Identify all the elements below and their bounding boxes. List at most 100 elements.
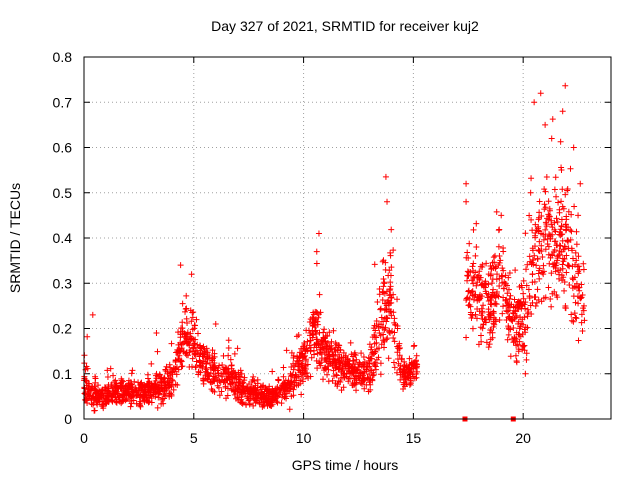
data-point xyxy=(537,90,544,97)
data-point xyxy=(540,295,547,302)
data-point xyxy=(377,306,384,313)
data-point xyxy=(210,375,217,382)
data-point xyxy=(184,329,191,336)
data-point xyxy=(235,369,242,376)
y-tick-label: 0 xyxy=(64,411,72,427)
data-point xyxy=(396,340,403,347)
data-point xyxy=(287,380,294,387)
data-point xyxy=(89,383,96,390)
data-point xyxy=(290,386,297,393)
data-point xyxy=(544,215,551,222)
data-point xyxy=(377,305,384,312)
data-point xyxy=(286,388,293,395)
data-point xyxy=(486,341,493,348)
data-point xyxy=(190,348,197,355)
data-point xyxy=(228,362,235,369)
data-point xyxy=(370,371,377,378)
data-point xyxy=(231,350,238,357)
data-point xyxy=(473,220,480,227)
data-point xyxy=(346,368,353,375)
data-point xyxy=(152,393,159,400)
data-point xyxy=(528,175,535,182)
data-point xyxy=(349,357,356,364)
data-point xyxy=(204,349,211,356)
data-point xyxy=(140,393,147,400)
data-point xyxy=(194,330,201,337)
data-point xyxy=(324,332,331,339)
data-point xyxy=(159,376,166,383)
data-point xyxy=(237,373,244,380)
data-point xyxy=(314,350,321,357)
data-point xyxy=(166,390,173,397)
data-point xyxy=(538,230,545,237)
data-point xyxy=(528,216,535,223)
data-point xyxy=(361,385,368,392)
data-point xyxy=(330,327,337,334)
data-point xyxy=(193,358,200,365)
axis-ticks: 0 0.1 0.2 0.3 0.4 0.5 0.6 0.7 0.8 0 5 10 15 20 xyxy=(53,49,611,446)
data-point xyxy=(151,380,158,387)
data-point xyxy=(563,213,570,220)
data-point xyxy=(558,248,565,255)
data-point xyxy=(556,242,563,249)
data-point xyxy=(86,387,93,394)
data-point xyxy=(375,323,382,330)
data-point xyxy=(182,306,189,313)
data-point xyxy=(225,337,232,344)
data-point xyxy=(540,262,547,269)
data-point xyxy=(469,312,476,319)
data-point xyxy=(463,254,470,261)
data-point xyxy=(112,391,119,398)
data-point xyxy=(169,369,176,376)
data-point xyxy=(538,242,545,249)
data-point xyxy=(140,384,147,391)
data-point xyxy=(290,392,297,399)
data-point xyxy=(580,266,587,273)
data-point xyxy=(214,382,221,389)
data-point xyxy=(500,303,507,310)
data-point xyxy=(565,224,572,231)
data-point xyxy=(540,271,547,278)
data-point xyxy=(125,386,132,393)
data-point xyxy=(515,318,522,325)
data-point xyxy=(147,386,154,393)
data-point xyxy=(551,186,558,193)
data-point xyxy=(533,227,540,234)
data-point xyxy=(562,82,569,89)
data-point xyxy=(540,268,547,275)
data-point xyxy=(492,265,499,272)
data-point xyxy=(158,400,165,407)
data-point xyxy=(373,339,380,346)
data-point xyxy=(167,373,174,380)
data-point xyxy=(166,382,173,389)
data-point xyxy=(283,347,290,354)
data-point xyxy=(296,354,303,361)
data-point xyxy=(189,314,196,321)
data-point xyxy=(557,232,564,239)
data-point xyxy=(228,371,235,378)
data-point xyxy=(490,254,497,261)
data-point xyxy=(542,121,549,128)
data-point xyxy=(413,352,420,359)
data-point xyxy=(413,364,420,371)
data-point xyxy=(246,400,253,407)
data-point xyxy=(302,366,309,373)
data-point xyxy=(175,356,182,363)
data-point xyxy=(470,267,477,274)
data-point xyxy=(578,311,585,318)
data-point xyxy=(351,380,358,387)
data-point xyxy=(545,211,552,218)
data-point xyxy=(307,337,314,344)
data-point xyxy=(136,400,143,407)
data-point xyxy=(536,265,543,272)
data-point xyxy=(508,316,515,323)
data-point xyxy=(510,325,517,332)
data-point xyxy=(533,262,540,269)
data-point xyxy=(557,138,564,145)
data-point xyxy=(345,375,352,382)
data-point xyxy=(328,345,335,352)
data-point xyxy=(561,287,568,294)
data-point xyxy=(516,283,523,290)
data-point xyxy=(546,260,553,267)
data-point xyxy=(498,273,505,280)
